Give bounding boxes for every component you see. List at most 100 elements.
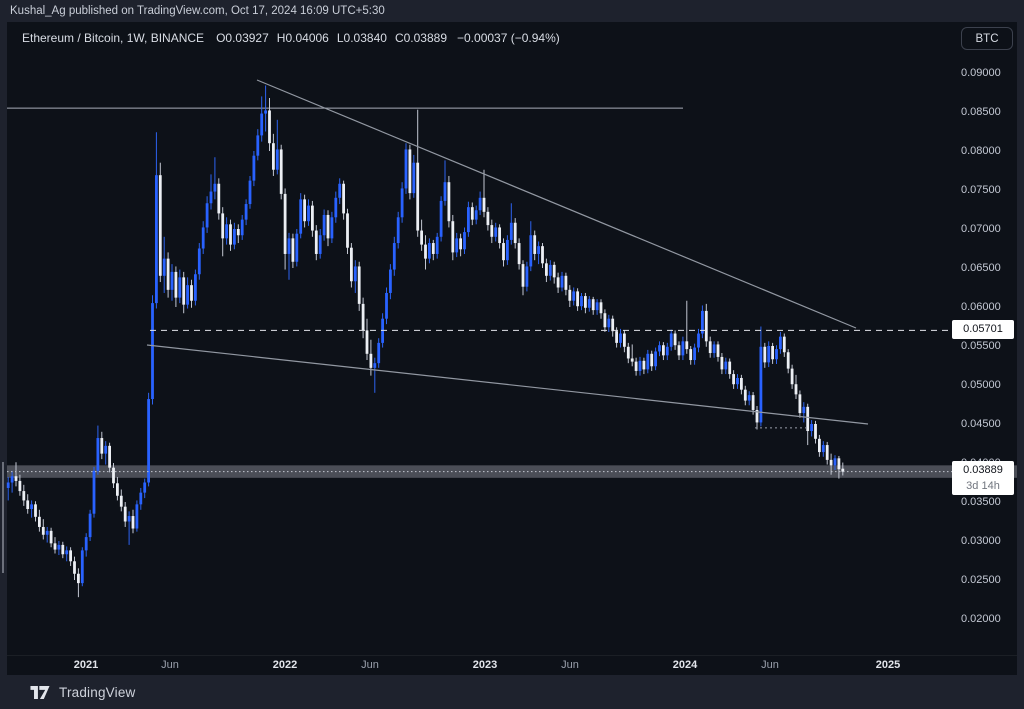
candle — [357, 261, 361, 311]
time-tick-jun: Jun — [561, 659, 579, 671]
candle — [584, 292, 587, 314]
candle — [736, 374, 739, 389]
candle — [564, 272, 568, 296]
price-tick: 0.04500 — [961, 417, 1001, 430]
price-tick: 0.06000 — [961, 300, 1001, 313]
chart-legend: Ethereum / Bitcoin, 1W, BINANCE O0.03927 H… — [22, 31, 560, 45]
candle — [221, 207, 225, 257]
candle — [264, 85, 267, 132]
candle — [716, 341, 720, 362]
candle — [350, 243, 353, 288]
candle — [178, 269, 182, 304]
candle — [283, 188, 287, 270]
candle — [420, 219, 423, 251]
candle — [650, 350, 654, 371]
candle — [704, 303, 708, 347]
candle — [166, 252, 170, 298]
candle — [658, 341, 661, 357]
candle — [708, 336, 712, 358]
candle — [517, 238, 521, 270]
price-tick: 0.06500 — [961, 261, 1001, 274]
candle — [330, 211, 334, 244]
candle — [619, 328, 622, 348]
price-tick: 0.07000 — [961, 222, 1001, 235]
candle — [771, 342, 774, 364]
candles-layer — [6, 85, 845, 598]
candle — [92, 466, 96, 518]
candle — [595, 299, 599, 315]
candle — [782, 333, 786, 357]
price-tick: 0.07500 — [961, 183, 1001, 196]
time-tick-jun: Jun — [361, 659, 379, 671]
candle — [217, 178, 221, 220]
candle — [821, 441, 825, 457]
candle — [38, 509, 41, 532]
upper-trendline[interactable] — [256, 79, 857, 329]
candle — [400, 182, 404, 223]
tradingview-logo-icon[interactable] — [30, 685, 50, 699]
ohlc-close: C0.03889 — [394, 31, 447, 45]
candle — [6, 477, 10, 501]
candle — [45, 526, 49, 543]
candle — [174, 266, 178, 307]
candle — [447, 175, 451, 228]
candle — [502, 238, 505, 267]
price-tick: 0.09000 — [961, 66, 1001, 79]
footer-brand-text[interactable]: TradingView — [59, 684, 136, 700]
candle — [642, 357, 646, 375]
candle — [139, 487, 143, 510]
candle — [213, 157, 217, 200]
candle — [591, 296, 595, 315]
candle — [560, 271, 564, 292]
symbol-title[interactable]: Ethereum / Bitcoin, 1W, BINANCE — [22, 31, 205, 45]
lower-trendline[interactable] — [146, 344, 869, 425]
candle — [318, 229, 322, 259]
candle — [654, 347, 657, 371]
candle — [786, 349, 790, 374]
candle — [272, 133, 275, 176]
candle — [53, 537, 57, 554]
candle — [521, 260, 525, 296]
time-tick-jun: Jun — [161, 659, 179, 671]
candle — [814, 420, 817, 444]
candle — [268, 97, 271, 151]
candle — [443, 160, 447, 206]
candle — [494, 222, 498, 242]
candle — [353, 260, 357, 293]
footer-bar: TradingView — [0, 675, 1024, 709]
chart-pane[interactable]: Ethereum / Bitcoin, 1W, BINANCE O0.03927 H… — [2, 22, 1017, 675]
candle — [794, 374, 798, 400]
candle — [556, 272, 560, 293]
candle — [100, 431, 104, 460]
currency-toggle-button[interactable]: BTC — [961, 27, 1013, 50]
ohlc-open: O0.03927 — [216, 31, 269, 45]
candle — [837, 455, 841, 479]
candle — [467, 201, 470, 237]
attribution-text[interactable]: Kushal_Ag published on TradingView.com, … — [10, 5, 385, 17]
candle — [541, 243, 544, 268]
attribution-bar: Kushal_Ag published on TradingView.com, … — [0, 0, 1024, 22]
candle — [41, 519, 45, 540]
candle — [439, 196, 443, 242]
candle — [295, 229, 299, 267]
candle — [256, 129, 260, 161]
candle — [408, 144, 412, 200]
candle — [10, 470, 14, 493]
candle — [533, 230, 537, 261]
candle — [287, 232, 291, 280]
candle — [428, 238, 431, 264]
candle — [385, 287, 388, 325]
candle — [190, 279, 193, 308]
candle — [506, 235, 509, 265]
candle — [755, 406, 759, 430]
candle — [18, 474, 22, 496]
candle — [61, 541, 65, 559]
candle — [131, 509, 135, 534]
price-change: −0.00037 (−0.94%) — [457, 31, 560, 45]
candle — [646, 349, 650, 374]
candle — [248, 175, 252, 209]
candle — [463, 227, 466, 254]
candle — [123, 502, 127, 527]
candle — [841, 462, 845, 476]
candle — [57, 541, 61, 556]
